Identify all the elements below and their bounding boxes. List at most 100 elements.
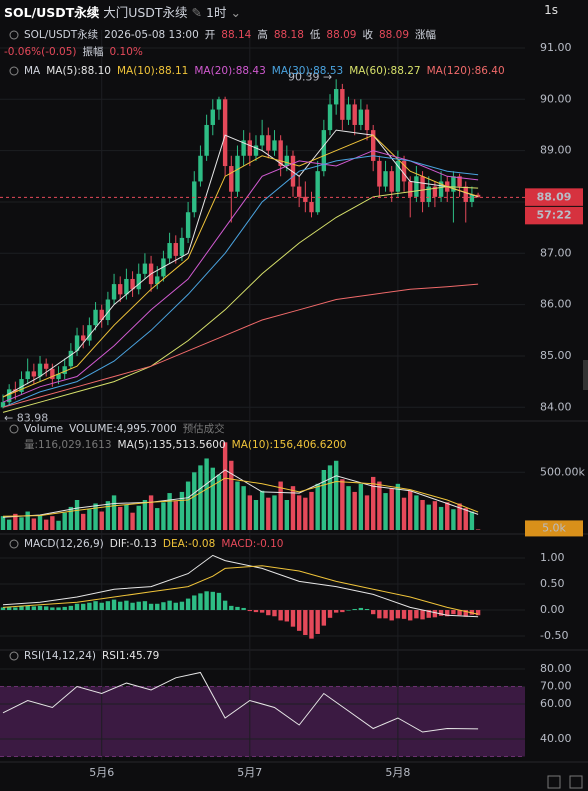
macd-bar <box>290 610 296 627</box>
macd-bar <box>432 610 438 618</box>
volume-bar <box>43 519 49 530</box>
candle-body <box>50 368 55 380</box>
info-item: -0.06%(-0.05) <box>4 46 77 58</box>
macd-bar <box>173 602 178 611</box>
candle-body <box>68 350 74 367</box>
candle-body <box>259 135 265 146</box>
info-item: 低 <box>309 29 321 41</box>
speed[interactable]: 1s <box>544 3 558 17</box>
edit-icon[interactable]: ✎ <box>191 5 203 20</box>
y-tick-label: 0.00 <box>540 603 565 616</box>
rsi-band <box>0 686 525 757</box>
volume-bar <box>290 486 296 530</box>
volume-bar <box>371 476 376 530</box>
volume-tag: 5.0k <box>542 521 566 534</box>
y-tick-label: 89.00 <box>540 144 572 157</box>
macd-bar <box>37 605 43 611</box>
info-row: -0.06%(-0.05) 振幅 0.10% <box>4 44 149 60</box>
eye-icon[interactable] <box>9 539 19 549</box>
candle-body <box>235 155 240 192</box>
macd-bar <box>222 600 228 611</box>
macd-bar <box>463 610 468 617</box>
legend-entry: MACD:-0.10 <box>221 538 284 550</box>
candle-body <box>463 186 468 202</box>
macd-bar <box>118 601 123 611</box>
y-tick-label: 40.00 <box>540 732 572 745</box>
candle-body <box>469 194 475 202</box>
y-tick-label: 87.00 <box>540 246 572 259</box>
volume-bar <box>284 500 290 530</box>
candle-body <box>81 335 86 341</box>
panel-title: MACD(12,26,9) <box>24 538 104 550</box>
macd-bar <box>185 598 191 611</box>
volume-bar <box>364 495 370 530</box>
macd-bar <box>315 610 320 634</box>
legend-entry: MA(120):86.40 <box>426 65 505 77</box>
candle-body <box>364 109 370 131</box>
volume-bar <box>124 504 129 530</box>
y-tick-label: 0.50 <box>540 577 565 590</box>
eye-icon[interactable] <box>9 30 19 40</box>
volume-bar <box>340 479 345 530</box>
volume-bar <box>25 511 30 530</box>
indicator-line <box>2 477 479 517</box>
candle-body <box>37 363 43 377</box>
candle-body <box>401 160 407 182</box>
candle-body <box>43 363 49 369</box>
indicator-line <box>2 150 479 403</box>
macd-bar <box>278 610 283 621</box>
dropdown-arrow[interactable]: ⌄ <box>226 5 241 20</box>
price-tag: 88.09 <box>537 190 572 203</box>
info-item: 88.09 <box>326 29 357 41</box>
eye-icon[interactable] <box>9 651 19 661</box>
macd-bar <box>50 607 55 611</box>
info-item: 0.10% <box>109 46 143 58</box>
macd-bar <box>284 610 290 622</box>
macd-bar <box>93 601 98 611</box>
macd-bar <box>210 591 215 611</box>
eye-icon[interactable] <box>9 66 19 76</box>
burst-icon[interactable] <box>569 775 583 789</box>
volume-bar <box>414 495 419 530</box>
macd-bar <box>266 610 271 616</box>
volume-bar <box>309 491 314 530</box>
volume-bar <box>204 458 209 530</box>
volume-bar <box>315 483 320 530</box>
info-item: 预估成交量:116,029.1613 <box>24 423 225 451</box>
y-tick-label: 90.00 <box>540 92 572 105</box>
high-label: 90.39 → <box>288 70 332 83</box>
chip-icon[interactable] <box>547 775 561 789</box>
interval[interactable]: 1时 <box>206 5 227 20</box>
macd-bar <box>198 593 203 611</box>
candle-body <box>124 278 129 295</box>
candle-body <box>284 155 290 167</box>
volume-bar <box>198 465 203 530</box>
volume-bar <box>389 488 394 530</box>
macd-bar <box>99 602 104 611</box>
candle-body <box>315 171 320 213</box>
volume-bar <box>6 519 12 530</box>
low-label: ← 83.98 <box>4 411 48 424</box>
indicator-line <box>2 155 479 408</box>
macd-bar <box>259 610 265 613</box>
volume-bar <box>451 509 456 530</box>
volume-bar <box>68 506 74 530</box>
candle-body <box>377 160 382 187</box>
info-item: SOL/USDT永续 <box>24 29 99 41</box>
indicator-line <box>2 129 479 398</box>
candle-body <box>327 104 333 131</box>
volume-bar <box>401 497 407 530</box>
eye-icon[interactable] <box>9 424 19 434</box>
candle-body <box>426 186 431 202</box>
volume-bar <box>185 481 191 530</box>
volume-bar <box>87 509 92 530</box>
macd-bar <box>179 601 185 611</box>
volume-bar <box>241 486 246 530</box>
macd-bar <box>25 605 30 611</box>
macd-bar <box>130 602 135 611</box>
side-handle[interactable] <box>583 360 588 390</box>
panel-title: Volume <box>24 423 64 435</box>
symbol[interactable]: SOL/USDT永续 <box>4 5 100 20</box>
candle-body <box>303 196 308 202</box>
